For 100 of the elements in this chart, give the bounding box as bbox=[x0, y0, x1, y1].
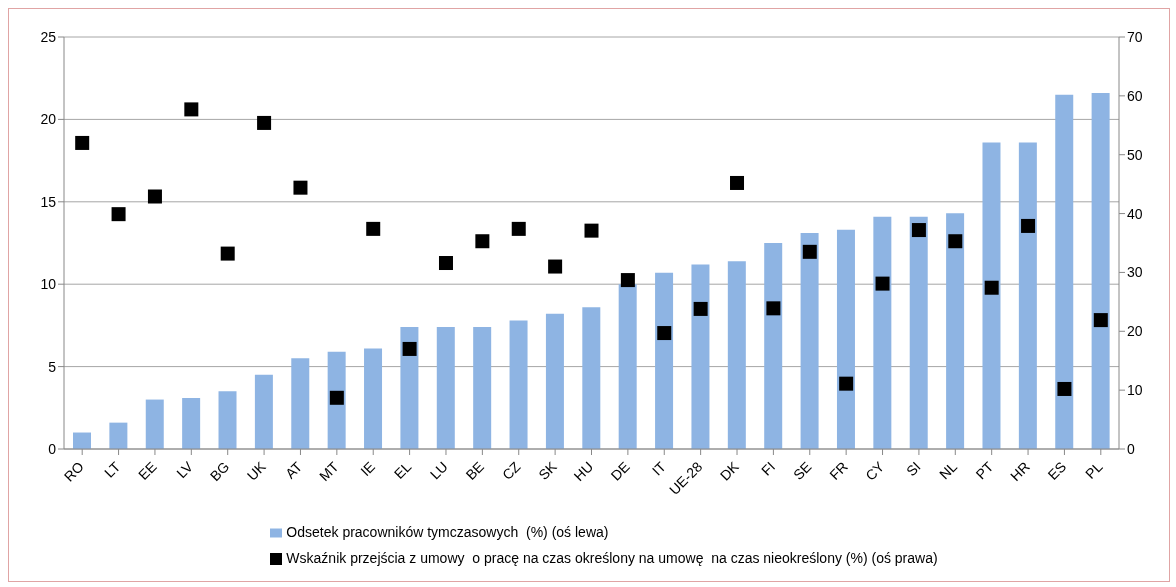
point bbox=[657, 326, 672, 341]
bar bbox=[509, 320, 528, 449]
point bbox=[875, 276, 890, 291]
point bbox=[257, 115, 272, 130]
point bbox=[293, 180, 308, 195]
bar bbox=[909, 216, 928, 449]
point bbox=[402, 341, 417, 356]
bar bbox=[1091, 93, 1110, 449]
bar bbox=[73, 432, 91, 449]
x-tick-label: SE bbox=[789, 458, 815, 483]
x-tick-label: UK bbox=[243, 457, 270, 484]
y-tick-label: 15 bbox=[40, 193, 57, 210]
legend-label: Odsetek pracowników tymczasowych (%) (oś lewa) bbox=[286, 524, 609, 540]
bar bbox=[545, 313, 564, 449]
point bbox=[1093, 313, 1108, 328]
bar bbox=[473, 327, 492, 449]
point bbox=[730, 175, 745, 190]
x-tick-label: PL bbox=[1082, 458, 1106, 482]
bar bbox=[618, 284, 637, 449]
x-tick-label: IE bbox=[357, 458, 378, 480]
y2-tick-label: 70 bbox=[1127, 28, 1143, 45]
bar bbox=[691, 264, 710, 449]
point bbox=[329, 390, 344, 405]
bar bbox=[836, 229, 855, 449]
x-tick-label: IT bbox=[648, 458, 670, 479]
bar bbox=[218, 391, 237, 449]
bar bbox=[400, 327, 419, 449]
point bbox=[911, 223, 926, 238]
legend-label: Wskaźnik przejścia z umowy o pracę na czas określony na umowę na czas nieokreślony (%) (oś prawa) bbox=[286, 550, 938, 566]
point bbox=[802, 244, 817, 259]
bar bbox=[582, 307, 601, 449]
point bbox=[1021, 218, 1036, 233]
x-tick-label: HR bbox=[1007, 458, 1033, 485]
x-tick-label: SK bbox=[535, 457, 561, 483]
point bbox=[1057, 381, 1072, 396]
x-tick-label: EL bbox=[390, 458, 415, 482]
point bbox=[147, 189, 162, 204]
x-tick-label: EE bbox=[135, 458, 160, 483]
bar bbox=[364, 348, 383, 449]
x-tick-label: LT bbox=[101, 458, 124, 481]
point bbox=[620, 273, 635, 288]
bar bbox=[946, 213, 965, 449]
y-tick-label: 0 bbox=[48, 440, 57, 457]
x-tick-label: SI bbox=[902, 458, 924, 480]
x-tick-label: DE bbox=[607, 458, 633, 484]
point bbox=[111, 207, 126, 222]
bar bbox=[982, 142, 1001, 449]
point bbox=[766, 301, 781, 316]
x-tick-label: RO bbox=[60, 458, 88, 485]
bar bbox=[800, 233, 819, 449]
y-tick-label: 5 bbox=[48, 358, 57, 375]
point bbox=[948, 234, 963, 249]
point bbox=[584, 223, 599, 238]
y2-tick-label: 40 bbox=[1127, 205, 1143, 222]
y2-tick-label: 60 bbox=[1127, 87, 1143, 104]
point bbox=[438, 256, 453, 271]
x-tick-label: AT bbox=[281, 458, 306, 482]
bar bbox=[727, 261, 746, 449]
x-tick-label: BE bbox=[462, 458, 488, 483]
y-tick-label: 10 bbox=[40, 276, 57, 293]
point bbox=[839, 376, 854, 391]
bar bbox=[254, 374, 273, 449]
point bbox=[220, 246, 235, 261]
x-tick-label: HU bbox=[570, 458, 597, 485]
x-tick-label: PT bbox=[972, 458, 997, 483]
x-tick-label: FR bbox=[826, 458, 851, 483]
y2-tick-label: 20 bbox=[1127, 323, 1143, 340]
y2-tick-label: 50 bbox=[1127, 146, 1143, 163]
bar bbox=[436, 327, 455, 449]
point bbox=[693, 301, 708, 316]
point bbox=[184, 102, 199, 117]
point bbox=[475, 234, 490, 249]
bar bbox=[145, 399, 164, 449]
bar bbox=[655, 272, 674, 449]
bar bbox=[764, 243, 783, 449]
x-tick-label: NL bbox=[936, 458, 961, 483]
bar bbox=[873, 216, 892, 449]
x-tick-label: MT bbox=[315, 458, 342, 485]
point bbox=[984, 280, 999, 295]
y2-tick-label: 30 bbox=[1127, 264, 1143, 281]
x-tick-label: ES bbox=[1044, 458, 1070, 483]
x-tick-label: LU bbox=[426, 458, 451, 483]
point bbox=[75, 135, 90, 150]
bar bbox=[1018, 142, 1037, 449]
x-tick-label: CZ bbox=[498, 458, 524, 483]
x-tick-label: CY bbox=[862, 457, 888, 484]
x-tick-label: FI bbox=[758, 458, 779, 479]
point bbox=[548, 259, 563, 274]
bar bbox=[182, 397, 201, 449]
x-tick-label: DK bbox=[716, 457, 743, 484]
x-tick-label: LV bbox=[173, 457, 197, 482]
y-tick-label: 25 bbox=[40, 28, 57, 45]
x-tick-label: BG bbox=[206, 458, 233, 485]
y2-tick-label: 0 bbox=[1127, 440, 1135, 457]
y-tick-label: 20 bbox=[40, 111, 57, 128]
y2-tick-label: 10 bbox=[1127, 382, 1143, 399]
bar bbox=[109, 422, 128, 449]
point bbox=[511, 221, 526, 236]
point bbox=[366, 221, 381, 236]
bar bbox=[1055, 94, 1074, 449]
